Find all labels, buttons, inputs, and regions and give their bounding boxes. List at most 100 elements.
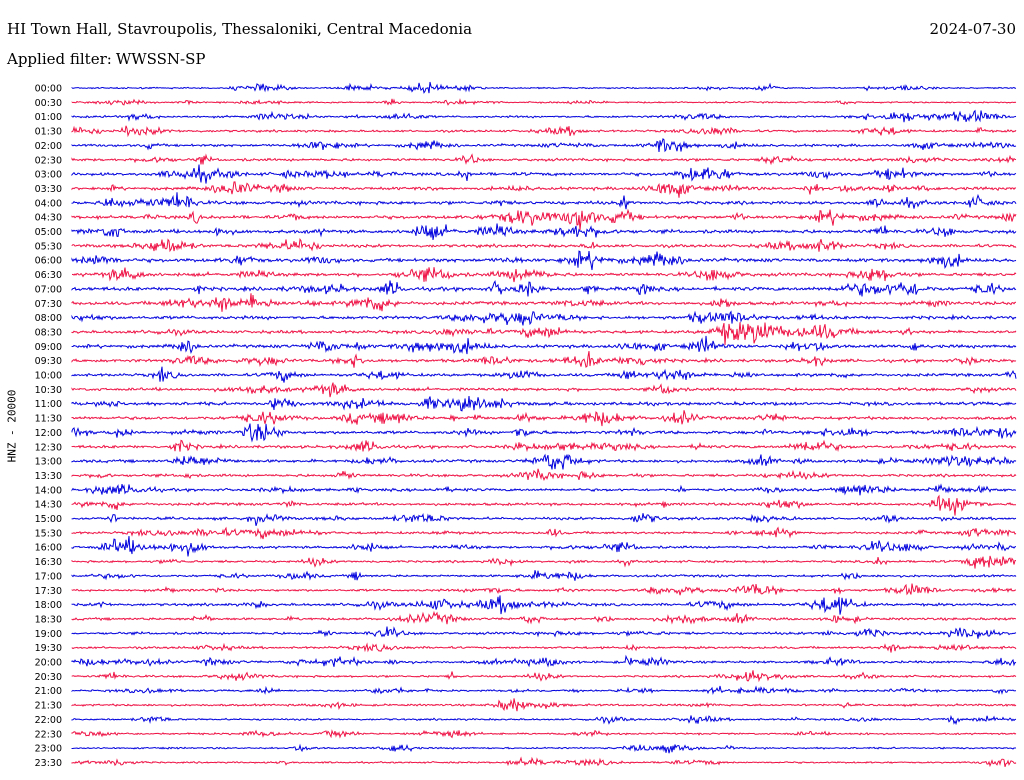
trace-line — [71, 366, 1017, 383]
trace-label: 22:00 — [35, 715, 62, 726]
trace-label: 15:30 — [35, 528, 62, 539]
trace-label: 12:00 — [35, 428, 62, 439]
filter-line: Applied filter: WWSSN-SP — [7, 50, 206, 68]
station-title: HI Town Hall, Stavroupolis, Thessaloniki… — [7, 20, 473, 38]
trace-label: 18:30 — [35, 614, 62, 625]
trace-label: 16:00 — [35, 543, 62, 554]
trace-label: 07:00 — [35, 284, 62, 295]
trace-label: 07:30 — [35, 299, 62, 310]
trace-label: 01:30 — [35, 127, 62, 138]
trace-label: 21:00 — [35, 686, 62, 697]
trace-line — [71, 279, 1017, 297]
filter-value: WWSSN-SP — [115, 50, 206, 68]
trace-label: 23:30 — [35, 758, 62, 769]
trace-line — [71, 526, 1017, 540]
trace-label: 19:30 — [35, 643, 62, 654]
trace-line — [71, 468, 1017, 481]
trace-line — [71, 595, 1017, 615]
trace-line — [71, 512, 1017, 526]
trace-line — [71, 610, 1017, 625]
trace-label: 02:30 — [35, 155, 62, 166]
trace-line — [71, 423, 1017, 443]
trace-line — [71, 685, 1017, 696]
trace-line — [71, 192, 1017, 210]
trace-line — [71, 555, 1017, 569]
trace-label: 06:30 — [35, 270, 62, 281]
trace-label: 17:30 — [35, 586, 62, 597]
trace-line — [71, 153, 1017, 166]
trace-label: 14:30 — [35, 500, 62, 511]
trace-label: 10:30 — [35, 385, 62, 396]
trace-line — [71, 670, 1017, 683]
trace-group: 00:00 00:30 01:00 01:30 02:00 02:30 03:00 03:30… — [35, 81, 1017, 769]
trace-label: 19:00 — [35, 629, 62, 640]
trace-line — [71, 698, 1017, 712]
trace-label: 03:00 — [35, 170, 62, 181]
trace-line — [71, 396, 1017, 412]
trace-line — [71, 310, 1017, 326]
trace-label: 12:30 — [35, 442, 62, 453]
trace-label: 20:00 — [35, 658, 62, 669]
trace-line — [71, 250, 1017, 271]
trace-line — [71, 453, 1017, 470]
trace-line — [71, 756, 1017, 768]
trace-label: 00:00 — [35, 84, 62, 95]
trace-label: 01:00 — [35, 112, 62, 123]
trace-line — [71, 293, 1017, 312]
trace-line — [71, 536, 1017, 557]
trace-line — [71, 494, 1017, 516]
trace-label: 18:00 — [35, 600, 62, 611]
trace-label: 15:00 — [35, 514, 62, 525]
trace-line — [71, 583, 1017, 596]
trace-label: 21:30 — [35, 701, 62, 712]
trace-line — [71, 109, 1017, 123]
trace-label: 08:30 — [35, 327, 62, 338]
trace-line — [71, 351, 1017, 368]
trace-line — [71, 164, 1017, 184]
trace-label: 14:00 — [35, 485, 62, 496]
trace-line — [71, 98, 1017, 106]
trace-label: 17:00 — [35, 571, 62, 582]
trace-line — [71, 181, 1017, 198]
trace-line — [71, 729, 1017, 739]
trace-label: 20:30 — [35, 672, 62, 683]
trace-line — [71, 267, 1017, 283]
trace-line — [71, 208, 1017, 230]
trace-label: 02:00 — [35, 141, 62, 152]
trace-line — [71, 335, 1017, 355]
trace-label: 22:30 — [35, 729, 62, 740]
trace-line — [71, 81, 1016, 94]
trace-line — [71, 382, 1017, 398]
trace-label: 11:30 — [35, 414, 62, 425]
trace-label: 13:00 — [35, 457, 62, 468]
trace-line — [71, 137, 1017, 153]
trace-label: 23:00 — [35, 744, 62, 755]
trace-line — [71, 125, 1017, 138]
trace-label: 09:30 — [35, 356, 62, 367]
trace-line — [71, 654, 1017, 668]
trace-label: 04:00 — [35, 198, 62, 209]
trace-line — [71, 570, 1017, 581]
trace-label: 13:30 — [35, 471, 62, 482]
trace-line — [71, 223, 1017, 240]
trace-line — [71, 483, 1016, 496]
record-date: 2024-07-30 — [929, 20, 1016, 38]
trace-label: 05:00 — [35, 227, 62, 238]
trace-line — [71, 410, 1017, 427]
trace-label: 00:30 — [35, 98, 62, 109]
trace-label: 11:00 — [35, 399, 62, 410]
trace-label: 10:00 — [35, 371, 62, 382]
trace-label: 08:00 — [35, 313, 62, 324]
trace-label: 04:30 — [35, 213, 62, 224]
trace-line — [71, 642, 1017, 653]
trace-label: 09:00 — [35, 342, 62, 353]
trace-label: 16:30 — [35, 557, 62, 568]
trace-label: 06:00 — [35, 256, 62, 267]
trace-line — [71, 714, 1017, 726]
trace-label: 03:30 — [35, 184, 62, 195]
trace-line — [71, 439, 1017, 453]
trace-line — [71, 626, 1017, 639]
trace-label: 05:30 — [35, 241, 62, 252]
filter-label: Applied filter: — [7, 50, 112, 68]
